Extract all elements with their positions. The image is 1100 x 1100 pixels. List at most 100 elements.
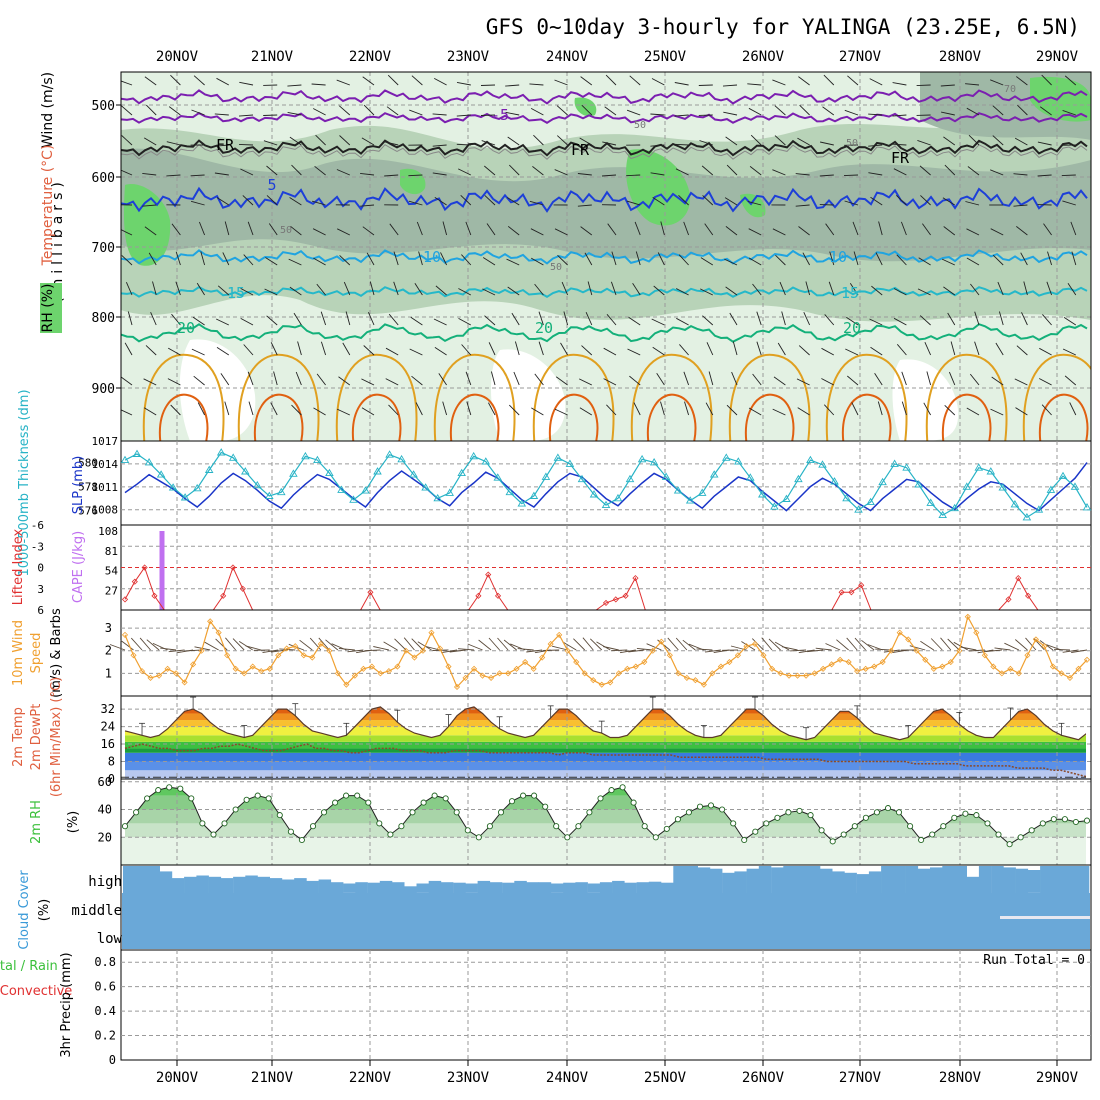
w10-marker-109 [1049, 663, 1057, 670]
wind-barb-396 [995, 342, 1004, 356]
wind-barb-19 [580, 76, 593, 86]
wind-barb-251 [393, 251, 399, 266]
wind-barb-294 [458, 288, 472, 296]
wind-10m-panel: 3 2 1 10m Wind Speed (m/s) & Barbs [11, 608, 1092, 698]
w10-marker-57 [607, 679, 614, 686]
w10-marker-88 [871, 663, 878, 670]
cloud-high-bar-76 [1052, 866, 1065, 893]
contour-label-1: FR [216, 136, 235, 154]
wind-barb-131 [384, 174, 399, 177]
rh2-marker-69 [884, 805, 892, 812]
wind-barb-460 [606, 404, 617, 416]
contour-30-lobe-1 [253, 393, 304, 441]
cloud-high-bar-71 [991, 866, 1004, 893]
w10-marker-7 [181, 679, 188, 686]
cape-tick-27: 27 [105, 584, 118, 597]
bottom-date-label-21NOV: 21NOV [251, 1070, 294, 1086]
w10-barb-34 [403, 637, 415, 651]
rh-2m-panel: 60 40 20 2m RH (%) [29, 775, 1092, 866]
w10-marker-22 [309, 654, 316, 661]
rh2-marker-70 [895, 809, 903, 816]
wind-barb-143 [675, 168, 689, 176]
wind-barb-46 [263, 114, 278, 116]
slp-marker-32 [505, 487, 515, 496]
upper-y-axis: 500 600 700 800 900 [92, 99, 121, 397]
rh2-marker-68 [873, 809, 880, 816]
w10-barb-83 [815, 647, 832, 651]
cloud-high-bar-5 [184, 876, 197, 893]
wind-barb-41 [145, 104, 157, 116]
slp-axes: 580 578 576 1017 1014 1011 1008 [78, 435, 118, 518]
w10-barb-60 [619, 649, 636, 654]
wind-barb-316 [997, 281, 1004, 296]
rh2-marker-25 [398, 823, 405, 830]
wind-barb-321 [150, 312, 157, 326]
rh2-marker-30 [453, 809, 460, 816]
wind-barb-209 [337, 228, 350, 236]
wind-barb-253 [440, 252, 448, 266]
w10-marker-52 [564, 647, 571, 654]
w10-marker-68 [700, 681, 707, 688]
slp-marker-71 [974, 463, 984, 471]
wind-barb-422 [656, 373, 665, 386]
wind-barb-362 [167, 347, 181, 356]
w10-marker-100 [973, 629, 980, 636]
w10-barb-16 [245, 645, 262, 651]
cloud-mid-low-fill [122, 893, 1090, 949]
w10-barb-39 [441, 649, 458, 654]
wind-barb-322 [171, 313, 181, 326]
cloud-high-bar-51 [746, 868, 760, 893]
slp-marker-55 [782, 494, 791, 502]
w10-marker-29 [368, 663, 375, 670]
cloud-high-bar-68 [954, 866, 967, 893]
slp-marker-61 [854, 505, 863, 513]
wind-barb-79 [1062, 109, 1076, 116]
w10-barb-43 [478, 639, 492, 651]
wind-barb-193 [920, 195, 931, 206]
cloud-high-bar-30 [489, 882, 503, 893]
wind-barb-415 [490, 371, 496, 386]
wind-barb-268 [802, 252, 810, 266]
wind-barb-366 [270, 342, 278, 356]
wind-barb-212 [416, 221, 423, 236]
slp-marker-62 [866, 497, 875, 506]
wind-barb-183 [678, 194, 689, 206]
wind-barb-122 [166, 174, 181, 177]
w10-barb-0 [109, 644, 126, 651]
wind-barb-387 [777, 342, 786, 356]
rh2-marker-54 [719, 806, 726, 813]
wind-barb-461 [633, 402, 641, 416]
rh2-marker-17 [309, 823, 317, 830]
wind-barb-447 [291, 404, 302, 416]
wind-barb-303 [675, 288, 689, 296]
wind-barb-475 [966, 407, 980, 416]
rh-white-hole-3 [892, 359, 959, 441]
wind-barb-50 [363, 104, 375, 116]
thickness-tick-580: 580 [78, 457, 98, 470]
wind-barb-276 [992, 254, 1004, 266]
wind-barb-246 [265, 257, 278, 266]
contour-25-lobe-5 [630, 353, 713, 441]
wind-barb-443 [197, 402, 205, 416]
w10-barb-22 [299, 639, 313, 651]
w10-marker-69 [709, 670, 716, 677]
w10-marker-8 [190, 661, 197, 668]
wind-barb-266 [748, 257, 762, 266]
wind-barb-478 [1041, 404, 1052, 416]
rh2-marker-13 [265, 795, 272, 802]
wind-barb-221 [634, 221, 641, 236]
t2-series [121, 696, 1086, 778]
wind-barb-190 [844, 200, 859, 206]
wind-barb-336 [511, 312, 520, 326]
wind-barb-401 [143, 378, 157, 386]
rh2-tick-20: 20 [98, 830, 112, 844]
w10-marker-48 [530, 665, 537, 672]
wind-barb-258 [557, 254, 568, 266]
wind-barb-337 [538, 311, 544, 326]
w10-marker-98 [956, 647, 963, 654]
wind-barb-153 [919, 165, 931, 176]
wind-barb-69 [822, 106, 835, 116]
contour-30-lobe-3 [449, 393, 500, 441]
wind-barb-348 [803, 312, 811, 326]
